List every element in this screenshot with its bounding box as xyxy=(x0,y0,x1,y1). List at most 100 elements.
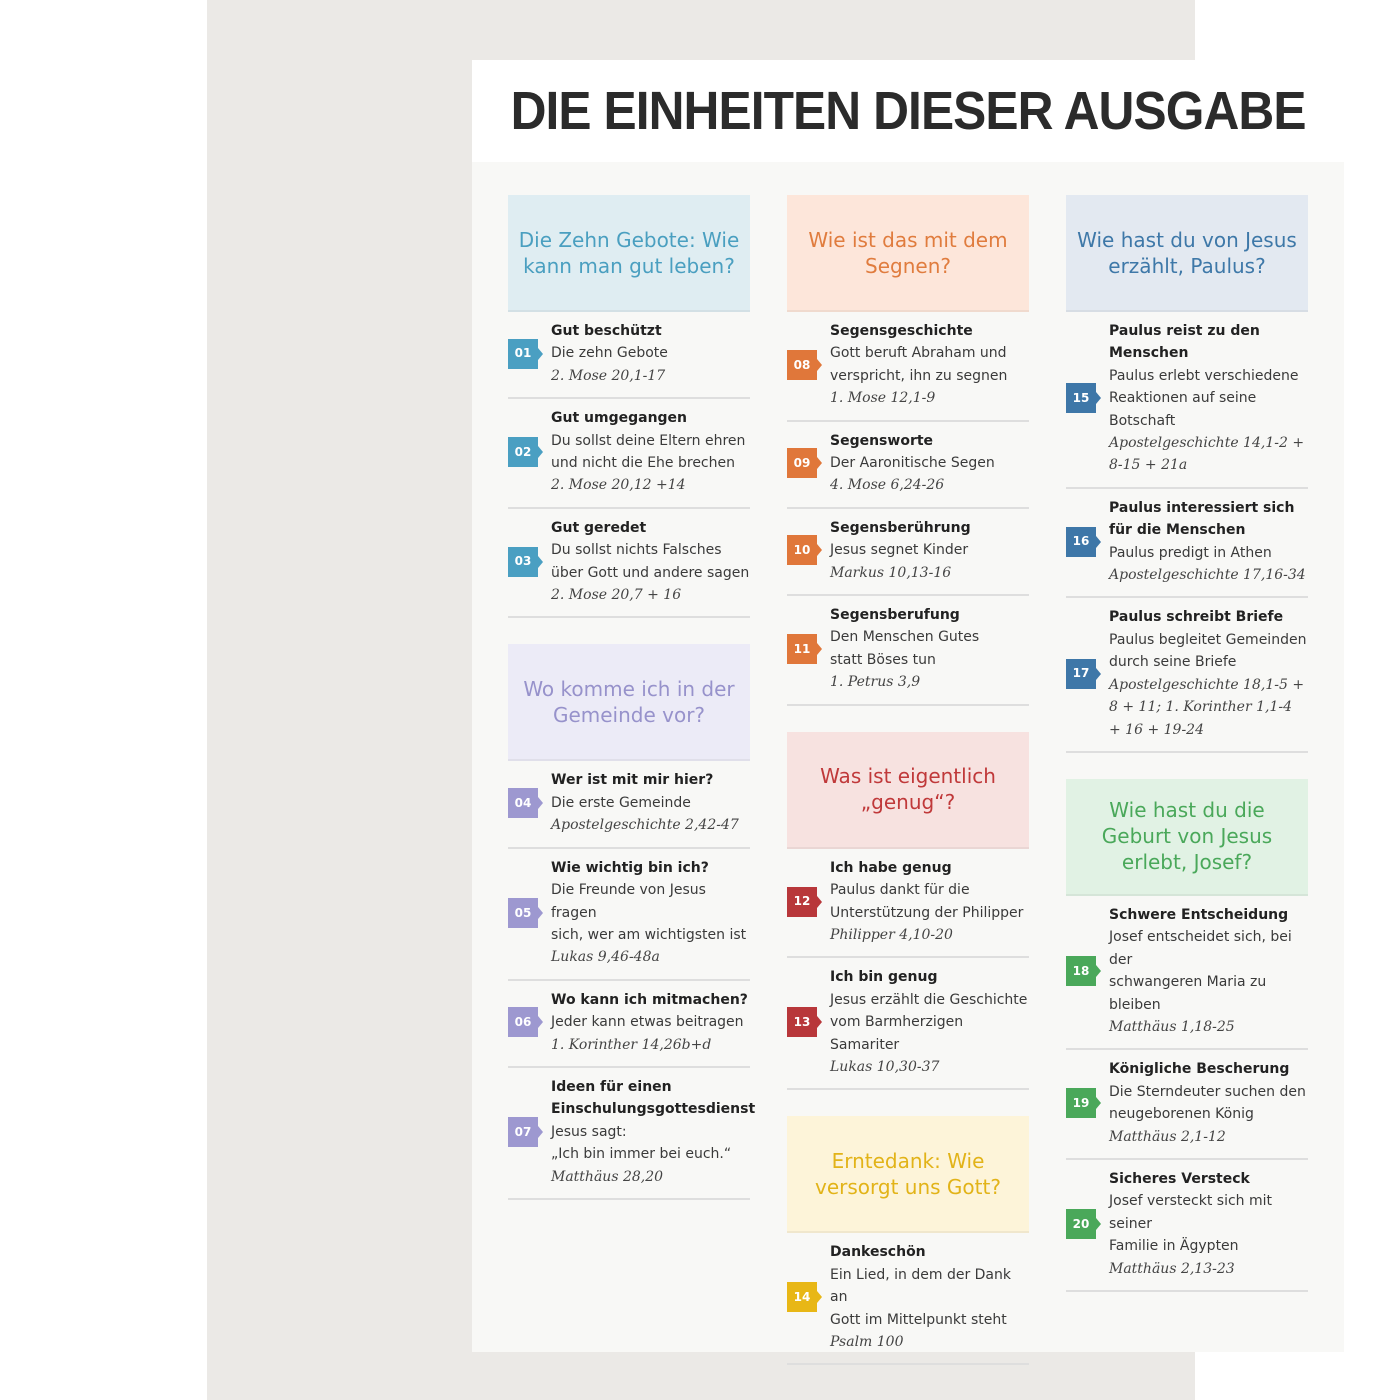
unit-item: 01 Gut beschützt Die zehn Gebote 2. Mose 20… xyxy=(508,312,750,400)
unit-description: Unterstützung der Philipper xyxy=(830,904,1024,921)
bible-reference: Matthäus 2,13-23 xyxy=(1109,1260,1235,1277)
unit-description: verspricht, ihn zu segnen xyxy=(830,367,1008,384)
unit-description: und nicht die Ehe brechen xyxy=(551,455,735,472)
unit-title: Wer ist mit mir hier? xyxy=(551,772,714,789)
unit-number-badge: 15 xyxy=(1066,383,1101,414)
unit-item: 04 Wer ist mit mir hier? Die erste Gemeind… xyxy=(508,761,750,849)
unit-description: Du sollst deine Eltern ehren xyxy=(551,432,746,449)
unit-description: Der Aaronitische Segen xyxy=(830,455,995,472)
unit-description: „Ich bin immer bei euch.“ xyxy=(551,1146,732,1163)
unit-description: vom Barmherzigen Samariter xyxy=(830,1014,964,1053)
unit-item: 09 Segensworte Der Aaronitische Segen 4. Mo… xyxy=(787,422,1029,509)
page-title: DIE EINHEITEN DIESER AUSGABE xyxy=(510,81,1306,141)
unit-title: Segensgeschichte xyxy=(830,323,973,339)
column: Wie ist das mit dem Segnen? 08 Segensgesch… xyxy=(787,195,1029,1391)
unit-title: Paulus reist zu den Menschen xyxy=(1109,323,1260,362)
unit-item: 16 Paulus interessiert sich für die Mensc… xyxy=(1066,489,1308,599)
unit-item: 05 Wie wichtig bin ich? Die Freunde von Je… xyxy=(508,849,750,981)
section-heading: Wie hast du die Geburt von Jesus erlebt,… xyxy=(1066,778,1308,896)
unit-title: Ideen für einen Einschulungsgottesdienst xyxy=(551,1078,756,1118)
unit-section: Wie hast du die Geburt von Jesus erlebt,… xyxy=(1066,778,1308,1292)
bible-reference: 4. Mose 6,24-26 xyxy=(830,477,945,494)
unit-description: Die erste Gemeinde xyxy=(551,794,691,811)
unit-description: Familie in Ägypten xyxy=(1109,1238,1239,1255)
unit-item: 07 Ideen für einen Einschulungsgottesdien… xyxy=(508,1068,756,1200)
unit-title: Dankeschön xyxy=(830,1244,926,1261)
section-heading: Was ist eigentlich „genug“? xyxy=(787,731,1029,849)
section-heading: Die Zehn Gebote: Wie kann man gut leben? xyxy=(508,195,750,312)
unit-item: 03 Gut geredet Du sollst nichts Falsches üb… xyxy=(508,509,750,619)
unit-section: Wo komme ich in der Gemeinde vor? 04 Wer i… xyxy=(508,644,756,1200)
unit-number-badge: 20 xyxy=(1066,1208,1101,1239)
unit-description: Jeder kann etwas beitragen xyxy=(551,1014,744,1031)
unit-item: 18 Schwere Entscheidung Josef entscheidet … xyxy=(1066,896,1308,1051)
unit-item: 02 Gut umgegangen Du sollst deine Eltern e… xyxy=(508,399,750,509)
unit-section: Wie ist das mit dem Segnen? 08 Segensgesch… xyxy=(787,195,1029,706)
unit-description: Du sollst nichts Falsches xyxy=(551,542,722,559)
unit-item: 14 Dankeschön Ein Lied, in dem der Dank an… xyxy=(787,1233,1029,1366)
column: Wie hast du von Jesus erzählt, Paulus? 15… xyxy=(1066,195,1308,1318)
column: Die Zehn Gebote: Wie kann man gut leben?… xyxy=(508,195,756,1226)
unit-section: Wie hast du von Jesus erzählt, Paulus? 15… xyxy=(1066,195,1308,753)
unit-description: über Gott und andere sagen xyxy=(551,564,750,581)
unit-description: Jesus sagt: xyxy=(551,1123,627,1140)
unit-description: Die Sterndeuter suchen den xyxy=(1109,1083,1306,1100)
unit-description: Den Menschen Gutes xyxy=(830,629,980,646)
bible-reference: Matthäus 2,1-12 xyxy=(1109,1128,1226,1145)
unit-number-badge: 18 xyxy=(1066,956,1101,987)
unit-title: Ich bin genug xyxy=(830,969,938,986)
unit-title: Wo kann ich mitmachen? xyxy=(551,991,748,1008)
unit-section: Die Zehn Gebote: Wie kann man gut leben?… xyxy=(508,195,750,619)
unit-number-badge: 05 xyxy=(508,897,543,928)
bible-reference: Lukas 10,30-37 xyxy=(830,1058,940,1075)
bible-reference: 1. Korinther 14,26b+d xyxy=(551,1036,712,1053)
unit-item: 06 Wo kann ich mitmachen? Jeder kann etwas… xyxy=(508,981,750,1068)
unit-number-badge: 10 xyxy=(787,535,822,566)
unit-title: Segensworte xyxy=(830,432,934,449)
contents-page: DIE EINHEITEN DIESER AUSGABE Die Zehn Ge… xyxy=(472,60,1344,1366)
unit-number-badge: 14 xyxy=(787,1282,822,1313)
unit-description: sich, wer am wichtigsten ist xyxy=(551,926,747,943)
unit-description: Jesus erzählt die Geschichte xyxy=(830,991,1028,1008)
unit-description: Josef entscheidet sich, bei der xyxy=(1109,929,1292,968)
unit-item: 08 Segensgeschichte Gott beruft Abraham un… xyxy=(787,312,1029,422)
unit-number-badge: 03 xyxy=(508,546,543,577)
unit-description: Reaktionen auf seine Botschaft xyxy=(1109,390,1257,429)
unit-section: Erntedank: Wie versorgt uns Gott? 14 Danke… xyxy=(787,1116,1029,1366)
unit-title: Königliche Bescherung xyxy=(1109,1061,1290,1078)
unit-item: 11 Segensberufung Den Menschen Gutes statt … xyxy=(787,596,1029,706)
unit-description: Paulus erlebt verschiedene xyxy=(1109,367,1299,384)
unit-item: 13 Ich bin genug Jesus erzählt die Geschic… xyxy=(787,958,1029,1091)
unit-title: Wie wichtig bin ich? xyxy=(551,859,709,876)
unit-number-badge: 08 xyxy=(787,349,822,380)
bible-reference: Matthäus 1,18-25 xyxy=(1109,1018,1235,1035)
bible-reference: 1. Mose 12,1-9 xyxy=(830,390,936,407)
unit-item: 10 Segensberührung Jesus segnet Kinder Mark… xyxy=(787,509,1029,597)
bible-reference: Philipper 4,10-20 xyxy=(830,926,953,943)
bible-reference: Apostelgeschichte 18,1-5 + 8 + 11; 1. Ko… xyxy=(1109,676,1305,738)
bible-reference: 2. Mose 20,12 +14 xyxy=(551,477,686,494)
unit-title: Segensberufung xyxy=(830,607,960,624)
unit-description: Die zehn Gebote xyxy=(551,345,668,362)
unit-section: Was ist eigentlich „genug“? 12 Ich habe ge… xyxy=(787,731,1029,1091)
unit-title: Schwere Entscheidung xyxy=(1109,906,1289,923)
unit-title: Ich habe genug xyxy=(830,859,952,876)
unit-description: Gott beruft Abraham und xyxy=(830,345,1007,362)
unit-number-badge: 19 xyxy=(1066,1088,1101,1119)
unit-description: Josef versteckt sich mit seiner xyxy=(1109,1193,1272,1232)
bible-reference: Apostelgeschichte 17,16-34 xyxy=(1109,567,1306,584)
unit-description: schwangeren Maria zu bleiben xyxy=(1109,974,1267,1013)
unit-title: Sicheres Versteck xyxy=(1109,1170,1250,1187)
unit-item: 19 Königliche Bescherung Die Sterndeuter s… xyxy=(1066,1050,1308,1160)
section-heading: Erntedank: Wie versorgt uns Gott? xyxy=(787,1116,1029,1234)
unit-title: Gut geredet xyxy=(551,519,647,536)
title-band: DIE EINHEITEN DIESER AUSGABE xyxy=(472,60,1344,162)
unit-item: 17 Paulus schreibt Briefe Paulus begleitet… xyxy=(1066,598,1308,753)
unit-title: Segensberührung xyxy=(830,519,971,536)
unit-description: durch seine Briefe xyxy=(1109,654,1237,671)
unit-number-badge: 17 xyxy=(1066,658,1101,689)
bible-reference: 2. Mose 20,7 + 16 xyxy=(551,587,682,604)
unit-description: statt Böses tun xyxy=(830,651,936,668)
unit-title: Gut umgegangen xyxy=(551,410,688,427)
unit-item: 15 Paulus reist zu den Menschen Paulus erl… xyxy=(1066,312,1308,489)
